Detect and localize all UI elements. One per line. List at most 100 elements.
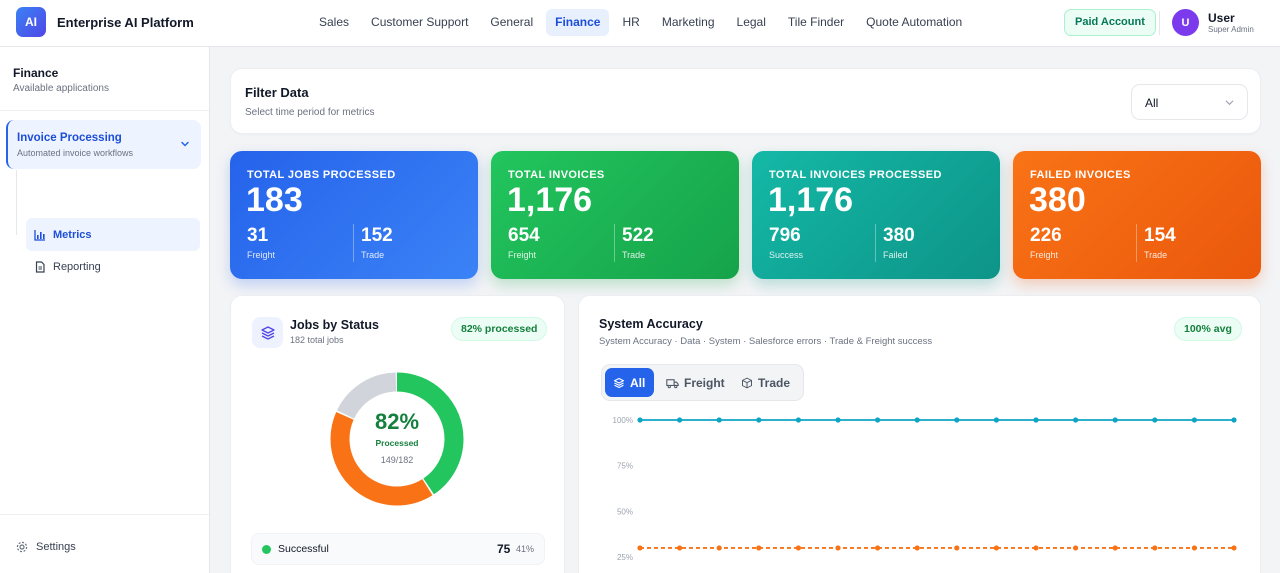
sidebar-item-reporting[interactable]: Reporting <box>26 250 200 283</box>
stat-trade-label: Trade <box>622 250 646 260</box>
chevron-down-icon[interactable] <box>179 138 191 150</box>
series-0-point-0[interactable] <box>637 417 643 423</box>
series-1-point-7[interactable] <box>914 545 920 551</box>
card-subtitle: System Accuracy · Data · System · Salesf… <box>599 336 933 347</box>
sidebar-subtitle: Available applications <box>13 83 109 94</box>
nav-item-sales[interactable]: Sales <box>319 15 350 29</box>
time-period-select[interactable]: All <box>1131 84 1248 120</box>
series-1-point-15[interactable] <box>1231 545 1237 551</box>
stat-freight-value: 31 <box>247 225 269 246</box>
series-1-point-0[interactable] <box>637 545 643 551</box>
stat-trade-value: 522 <box>622 225 654 246</box>
series-0-point-2[interactable] <box>716 417 722 423</box>
tab-trade[interactable]: Trade <box>733 368 798 397</box>
nav-item-customer-support[interactable]: Customer Support <box>371 15 469 29</box>
series-0-point-1[interactable] <box>677 417 683 423</box>
stat-card-invoices-processed: Total Invoices Processed 1,176 796 Succe… <box>752 151 1000 279</box>
series-1-point-13[interactable] <box>1152 545 1158 551</box>
settings-button[interactable]: Settings <box>16 541 76 553</box>
series-1-point-9[interactable] <box>993 545 999 551</box>
series-1-point-14[interactable] <box>1191 545 1197 551</box>
series-1-point-5[interactable] <box>835 545 841 551</box>
filter-subtitle: Select time period for metrics <box>245 107 375 118</box>
series-1-point-2[interactable] <box>716 545 722 551</box>
stat-freight-label: Freight <box>247 250 276 260</box>
series-0-point-10[interactable] <box>1033 417 1039 423</box>
tab-freight[interactable]: Freight <box>658 368 733 397</box>
stat-freight-value: 226 <box>1030 225 1062 246</box>
nav-item-general[interactable]: General <box>490 15 534 29</box>
series-0-point-4[interactable] <box>795 417 801 423</box>
series-0-point-12[interactable] <box>1112 417 1118 423</box>
stat-trade-value: 152 <box>361 225 393 246</box>
series-1-point-8[interactable] <box>954 545 960 551</box>
stat-divider <box>875 224 876 262</box>
series-0-point-15[interactable] <box>1231 417 1237 423</box>
series-0-point-13[interactable] <box>1152 417 1158 423</box>
stat-title: Total Invoices Processed <box>769 169 942 181</box>
nav-item-finance[interactable]: Finance <box>546 9 610 36</box>
stat-trade-label: Trade <box>1144 250 1168 260</box>
series-0-point-5[interactable] <box>835 417 841 423</box>
settings-label: Settings <box>36 541 76 553</box>
sidebar-title: Finance <box>13 66 59 80</box>
brand-name: Enterprise AI Platform <box>57 15 194 30</box>
series-1-point-3[interactable] <box>756 545 762 551</box>
stat-failed-value: 380 <box>883 225 915 246</box>
stat-freight-label: Freight <box>508 250 537 260</box>
sidebar-divider <box>0 110 209 111</box>
filter-card: Filter Data Select time period for metri… <box>230 68 1261 134</box>
chevron-down-icon <box>1225 100 1234 106</box>
sidebar-item-label: Invoice Processing <box>17 132 122 144</box>
stat-card-total-invoices: Total Invoices 1,176 654 Freight 522 Tra… <box>491 151 739 279</box>
donut-count: 149/182 <box>380 455 414 465</box>
series-1-point-4[interactable] <box>795 545 801 551</box>
series-1-point-1[interactable] <box>677 545 683 551</box>
legend-value: 75 <box>497 542 511 556</box>
series-0-point-3[interactable] <box>756 417 762 423</box>
nav-item-hr[interactable]: HR <box>622 15 640 29</box>
tab-all[interactable]: All <box>605 368 654 397</box>
legend-row-successful[interactable]: Successful 75 41% <box>251 533 545 565</box>
series-1-point-11[interactable] <box>1073 545 1079 551</box>
stat-title: Total Invoices <box>508 169 605 181</box>
app-logo[interactable]: AI <box>16 7 46 37</box>
series-0-point-9[interactable] <box>993 417 999 423</box>
series-0-point-8[interactable] <box>954 417 960 423</box>
y-tick-label: 75% <box>617 462 633 471</box>
status-donut-chart <box>330 372 464 506</box>
nav-item-marketing[interactable]: Marketing <box>661 15 715 29</box>
paid-account-badge[interactable]: Paid Account <box>1064 9 1156 36</box>
legend-label: Successful <box>278 543 329 555</box>
series-0-point-6[interactable] <box>875 417 881 423</box>
layers-icon <box>252 317 283 348</box>
document-icon <box>35 260 45 273</box>
main-nav: Sales Customer Support General Finance HR Mar… <box>310 9 971 36</box>
series-0-point-11[interactable] <box>1073 417 1079 423</box>
stat-value: 1,176 <box>768 181 854 219</box>
sidebar-item-invoice-processing[interactable]: Invoice Processing Automated invoice wor… <box>6 120 201 169</box>
series-1-point-12[interactable] <box>1112 545 1118 551</box>
stat-failed-label: Failed <box>883 250 908 260</box>
header-divider <box>1159 11 1160 35</box>
series-0-point-7[interactable] <box>914 417 920 423</box>
stat-trade-value: 154 <box>1144 225 1176 246</box>
nav-item-quote-automation[interactable]: Quote Automation <box>866 15 963 29</box>
card-subtitle: 182 total jobs <box>290 335 344 345</box>
legend-dot <box>262 545 271 554</box>
sidebar-item-metrics[interactable]: Metrics <box>26 218 200 251</box>
nav-item-legal[interactable]: Legal <box>736 15 766 29</box>
bar-chart-icon <box>34 229 45 241</box>
y-tick-label: 25% <box>617 553 633 562</box>
nav-item-tile-finder[interactable]: Tile Finder <box>787 15 845 29</box>
box-icon <box>742 377 752 388</box>
avatar[interactable]: U <box>1172 9 1199 36</box>
series-1-point-6[interactable] <box>875 545 881 551</box>
user-name[interactable]: User <box>1208 11 1235 25</box>
sidebar-item-label: Metrics <box>53 228 92 241</box>
series-0-point-14[interactable] <box>1191 417 1197 423</box>
stat-success-label: Success <box>769 250 804 260</box>
processed-badge: 82% processed <box>451 317 548 341</box>
series-1-point-10[interactable] <box>1033 545 1039 551</box>
tab-label: All <box>630 375 646 390</box>
